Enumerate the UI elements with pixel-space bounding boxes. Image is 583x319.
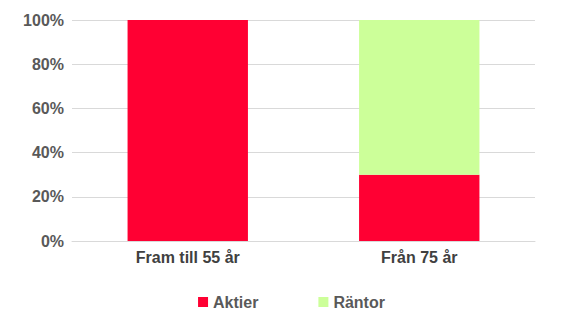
svg-text:20%: 20%: [32, 188, 64, 205]
svg-text:40%: 40%: [32, 144, 64, 161]
svg-text:Från 75 år: Från 75 år: [381, 249, 457, 266]
svg-text:Aktier: Aktier: [213, 294, 258, 311]
svg-text:Räntor: Räntor: [333, 294, 385, 311]
svg-text:0%: 0%: [41, 233, 64, 250]
svg-text:100%: 100%: [23, 12, 64, 29]
svg-text:80%: 80%: [32, 56, 64, 73]
svg-text:Fram till 55 år: Fram till 55 år: [136, 249, 240, 266]
svg-text:60%: 60%: [32, 100, 64, 117]
